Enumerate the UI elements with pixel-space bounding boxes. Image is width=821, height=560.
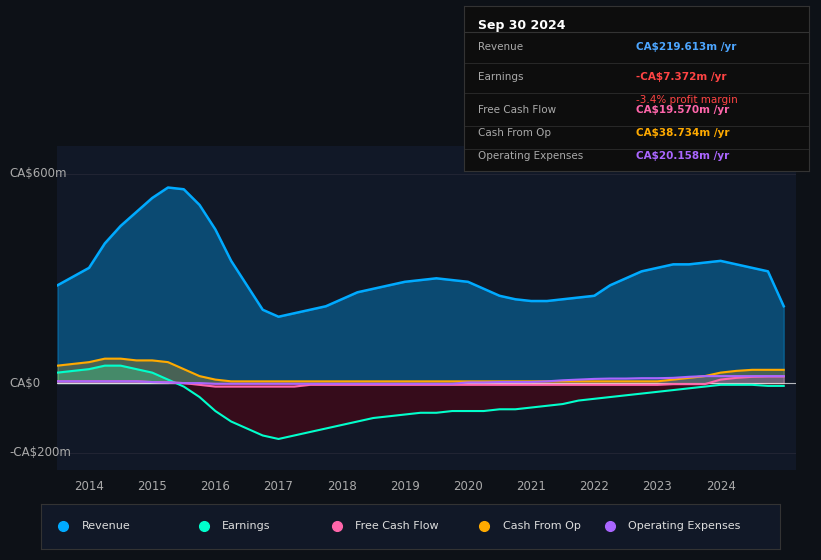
Text: Operating Expenses: Operating Expenses — [478, 151, 583, 161]
Text: Earnings: Earnings — [478, 72, 523, 82]
Text: Operating Expenses: Operating Expenses — [629, 521, 741, 531]
Text: Revenue: Revenue — [478, 42, 523, 52]
Text: Revenue: Revenue — [82, 521, 131, 531]
Text: Free Cash Flow: Free Cash Flow — [355, 521, 438, 531]
Text: Earnings: Earnings — [222, 521, 271, 531]
Text: CA$219.613m /yr: CA$219.613m /yr — [636, 42, 736, 52]
Text: -CA$200m: -CA$200m — [10, 446, 71, 459]
Text: CA$20.158m /yr: CA$20.158m /yr — [636, 151, 730, 161]
Text: -3.4% profit margin: -3.4% profit margin — [636, 95, 738, 105]
Text: CA$38.734m /yr: CA$38.734m /yr — [636, 128, 730, 138]
Text: -CA$7.372m /yr: -CA$7.372m /yr — [636, 72, 727, 82]
Text: Cash From Op: Cash From Op — [478, 128, 551, 138]
Text: CA$19.570m /yr: CA$19.570m /yr — [636, 105, 730, 115]
Text: Sep 30 2024: Sep 30 2024 — [478, 19, 565, 32]
Text: CA$600m: CA$600m — [10, 167, 67, 180]
Text: Cash From Op: Cash From Op — [502, 521, 580, 531]
Text: CA$0: CA$0 — [10, 376, 40, 390]
Text: Free Cash Flow: Free Cash Flow — [478, 105, 556, 115]
